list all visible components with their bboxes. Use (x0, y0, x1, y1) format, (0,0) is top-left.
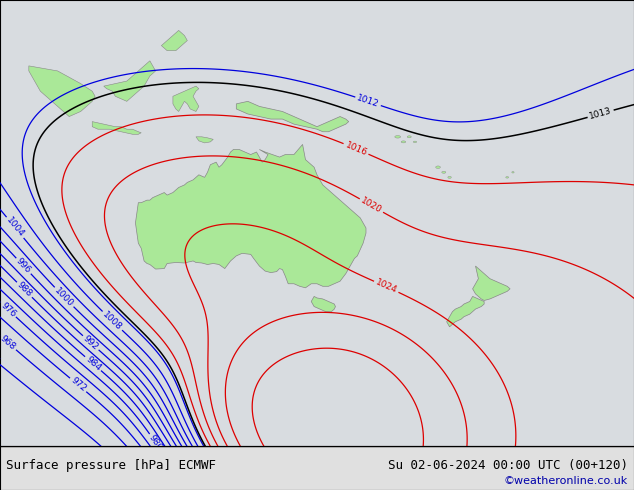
Text: 980: 980 (147, 433, 164, 452)
Polygon shape (311, 296, 335, 312)
Polygon shape (173, 86, 199, 111)
Polygon shape (29, 66, 95, 117)
Text: 1032: 1032 (285, 473, 309, 490)
Text: Surface pressure [hPa] ECMWF: Surface pressure [hPa] ECMWF (6, 459, 216, 472)
Polygon shape (447, 296, 484, 327)
Ellipse shape (442, 172, 446, 173)
Text: 1020: 1020 (359, 196, 384, 215)
Ellipse shape (413, 141, 417, 143)
Text: 1008: 1008 (101, 310, 124, 332)
Text: 1012: 1012 (356, 94, 380, 109)
Text: ©weatheronline.co.uk: ©weatheronline.co.uk (503, 476, 628, 487)
Polygon shape (92, 122, 141, 134)
Text: 1028: 1028 (255, 469, 278, 490)
Polygon shape (236, 101, 349, 132)
Polygon shape (104, 61, 155, 101)
Text: 1004: 1004 (4, 216, 26, 239)
Text: 996: 996 (15, 257, 33, 275)
Ellipse shape (436, 166, 441, 169)
Ellipse shape (506, 176, 508, 178)
Text: 984: 984 (84, 355, 103, 373)
Text: 976: 976 (0, 300, 18, 319)
Polygon shape (162, 30, 187, 50)
Ellipse shape (448, 176, 451, 178)
Polygon shape (472, 266, 510, 300)
Ellipse shape (401, 141, 406, 143)
Text: 972: 972 (68, 376, 87, 394)
Polygon shape (136, 145, 366, 288)
Text: 964: 964 (0, 348, 1, 367)
Text: 992: 992 (81, 334, 100, 352)
Text: 1000: 1000 (53, 286, 75, 308)
Text: 1016: 1016 (344, 140, 368, 157)
Polygon shape (196, 137, 213, 143)
Text: 1024: 1024 (374, 278, 399, 295)
Text: 1013: 1013 (588, 106, 613, 121)
Ellipse shape (512, 172, 514, 173)
Text: Su 02-06-2024 00:00 UTC (00+120): Su 02-06-2024 00:00 UTC (00+120) (387, 459, 628, 472)
Text: 968: 968 (0, 334, 17, 352)
Text: 988: 988 (15, 280, 34, 299)
Ellipse shape (407, 136, 411, 138)
Ellipse shape (395, 136, 401, 138)
